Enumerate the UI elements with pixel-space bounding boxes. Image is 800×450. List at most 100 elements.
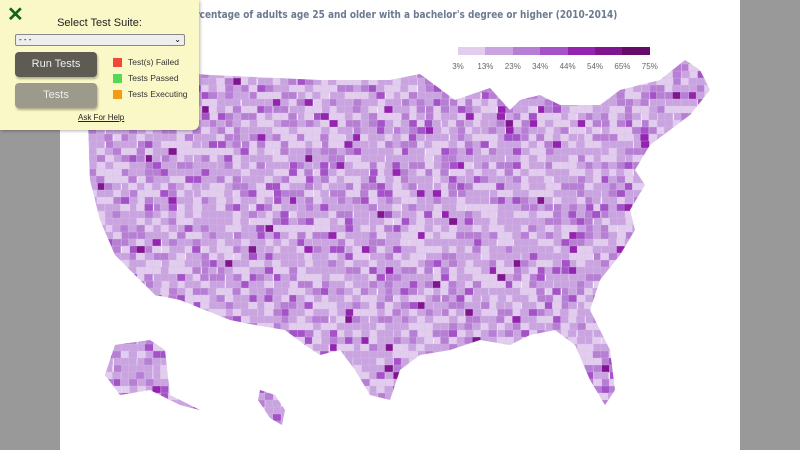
county[interactable]	[328, 203, 338, 212]
county[interactable]	[616, 308, 626, 317]
county[interactable]	[97, 273, 107, 282]
county[interactable]	[616, 420, 626, 429]
county[interactable]	[696, 84, 706, 93]
county[interactable]	[152, 245, 161, 254]
county[interactable]	[417, 350, 427, 359]
county[interactable]	[544, 140, 553, 149]
county[interactable]	[239, 189, 249, 198]
county[interactable]	[600, 350, 610, 359]
county[interactable]	[671, 385, 681, 394]
county[interactable]	[136, 168, 146, 177]
county[interactable]	[649, 266, 659, 275]
county[interactable]	[495, 182, 505, 191]
county[interactable]	[608, 147, 618, 156]
county[interactable]	[465, 329, 475, 338]
county[interactable]	[128, 392, 138, 401]
county[interactable]	[649, 252, 658, 261]
county[interactable]	[576, 336, 586, 345]
county[interactable]	[593, 140, 602, 149]
county[interactable]	[640, 273, 650, 282]
county[interactable]	[319, 168, 329, 177]
county[interactable]	[344, 112, 354, 121]
county[interactable]	[112, 308, 122, 317]
county[interactable]	[489, 140, 499, 149]
county[interactable]	[440, 105, 450, 114]
county[interactable]	[80, 189, 89, 198]
county[interactable]	[177, 287, 187, 296]
county[interactable]	[673, 217, 683, 226]
county[interactable]	[617, 70, 626, 79]
county[interactable]	[640, 231, 650, 240]
county[interactable]	[424, 50, 433, 58]
county[interactable]	[657, 301, 666, 310]
county[interactable]	[209, 364, 218, 373]
county[interactable]	[496, 287, 506, 296]
county[interactable]	[207, 175, 217, 184]
county[interactable]	[697, 336, 707, 345]
county[interactable]	[625, 350, 635, 359]
county[interactable]	[224, 378, 234, 387]
county[interactable]	[304, 252, 313, 261]
county[interactable]	[624, 294, 634, 303]
county[interactable]	[392, 196, 402, 205]
county[interactable]	[113, 322, 123, 331]
county[interactable]	[633, 413, 643, 422]
county[interactable]	[567, 287, 577, 296]
county[interactable]	[640, 140, 650, 149]
county[interactable]	[680, 119, 689, 128]
county[interactable]	[176, 245, 185, 254]
county[interactable]	[432, 399, 442, 408]
county[interactable]	[97, 420, 107, 429]
county[interactable]	[152, 392, 162, 401]
county[interactable]	[688, 77, 698, 86]
county[interactable]	[561, 203, 571, 212]
county[interactable]	[624, 161, 633, 170]
county[interactable]	[97, 371, 107, 380]
county[interactable]	[377, 112, 387, 121]
county[interactable]	[568, 140, 578, 149]
county[interactable]	[577, 175, 587, 184]
county[interactable]	[665, 252, 675, 261]
county[interactable]	[392, 203, 401, 212]
county[interactable]	[313, 77, 323, 86]
county[interactable]	[704, 105, 714, 114]
county[interactable]	[512, 147, 522, 156]
county[interactable]	[703, 287, 713, 296]
county[interactable]	[425, 371, 435, 380]
county[interactable]	[376, 336, 386, 345]
county[interactable]	[673, 224, 683, 233]
county[interactable]	[289, 175, 298, 184]
county[interactable]	[329, 238, 339, 247]
county[interactable]	[376, 322, 386, 331]
county[interactable]	[465, 378, 474, 387]
county[interactable]	[392, 77, 402, 86]
county[interactable]	[352, 364, 362, 373]
county[interactable]	[224, 364, 234, 373]
county[interactable]	[689, 70, 699, 79]
county[interactable]	[81, 259, 90, 268]
county[interactable]	[209, 378, 219, 387]
county[interactable]	[352, 329, 362, 338]
county[interactable]	[161, 154, 171, 163]
county[interactable]	[207, 406, 217, 415]
county[interactable]	[480, 119, 490, 128]
county[interactable]	[201, 294, 211, 303]
county[interactable]	[561, 98, 571, 107]
county[interactable]	[569, 245, 579, 254]
county[interactable]	[560, 133, 570, 142]
county[interactable]	[241, 350, 251, 359]
county[interactable]	[296, 385, 306, 394]
county[interactable]	[512, 70, 522, 79]
county[interactable]	[488, 336, 498, 345]
county[interactable]	[96, 196, 106, 205]
county[interactable]	[280, 182, 289, 191]
county[interactable]	[265, 161, 275, 170]
county[interactable]	[400, 371, 410, 380]
county[interactable]	[440, 98, 450, 107]
county[interactable]	[577, 70, 586, 79]
county[interactable]	[88, 322, 97, 331]
county[interactable]	[289, 273, 299, 282]
county[interactable]	[497, 273, 506, 282]
county[interactable]	[497, 413, 507, 422]
county[interactable]	[649, 231, 658, 240]
